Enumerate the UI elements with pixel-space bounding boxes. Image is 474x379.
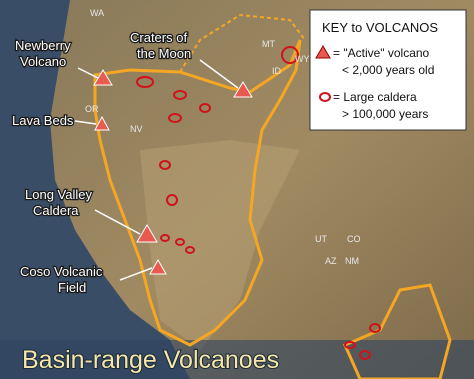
region-outline (93, 39, 302, 347)
volcano-label: Field (58, 280, 86, 295)
state-label: NV (130, 124, 143, 134)
volcano-label: Caldera (33, 203, 79, 218)
state-label: WA (90, 8, 104, 18)
key-volcano-icon (315, 45, 331, 59)
state-label: UT (315, 234, 327, 244)
key-item: < 2,000 years old (342, 63, 434, 77)
key-box (309, 9, 467, 131)
volcano-markers (93, 69, 253, 275)
key: KEY to VOLCANOS = "Active" volcano < 2,0… (309, 9, 467, 131)
volcano-label: Coso Volcanic (20, 264, 103, 279)
state-label: CO (347, 234, 361, 244)
map-title: Basin-range Volcanoes (22, 346, 279, 374)
key-item: = "Active" volcano (333, 46, 430, 60)
state-label: OR (85, 104, 99, 114)
state-label: ID (272, 66, 282, 76)
pointer-lines (74, 59, 239, 281)
calderas (136, 46, 381, 360)
basin (140, 140, 300, 350)
region-outline-dashed (179, 13, 306, 73)
key-item: = Large caldera (333, 90, 417, 104)
state-label: WY (295, 54, 310, 64)
volcano-label: Newberry (15, 38, 71, 53)
volcano-label: Lava Beds (12, 113, 74, 128)
state-label: NM (345, 256, 359, 266)
key-item: > 100,000 years (342, 107, 428, 121)
volcano-label: Volcano (20, 54, 66, 69)
state-label: AZ (325, 256, 337, 266)
state-label: MT (262, 39, 275, 49)
volcano-label: the Moon (137, 46, 191, 61)
volcano-label: Long Valley (25, 187, 92, 202)
key-title: KEY to VOLCANOS (322, 20, 438, 35)
key-caldera-icon (319, 92, 331, 102)
volcano-label: Craters of (130, 30, 187, 45)
